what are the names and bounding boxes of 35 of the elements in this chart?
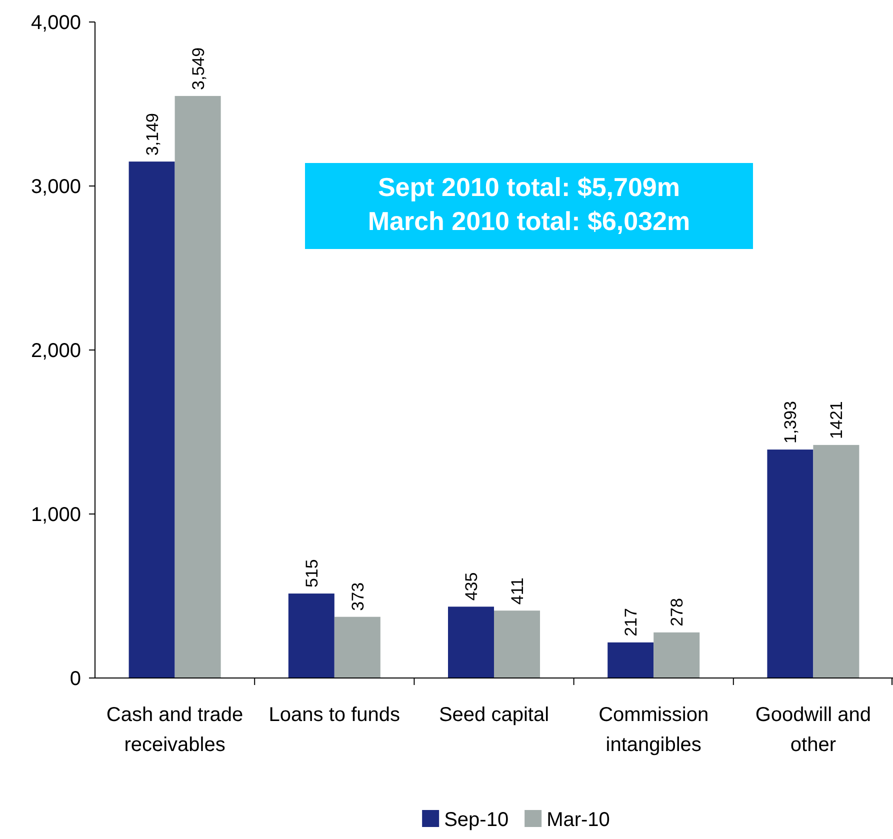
bar: [608, 642, 654, 678]
bar: [494, 610, 540, 678]
data-label: 217: [622, 608, 641, 636]
y-tick-label: 4,000: [30, 12, 81, 34]
x-tick-label: Seed capital: [438, 704, 550, 726]
bar: [288, 594, 334, 678]
data-label: 515: [302, 559, 322, 588]
y-tick-label: 3,000: [30, 176, 81, 198]
totals-box: Sept 2010 total: $5,709m March 2010 total: $6,032m: [305, 163, 753, 249]
x-tick-label: Cash and trade receivables: [106, 704, 244, 756]
bar: [654, 632, 700, 678]
y-tick-label: 2,000: [30, 340, 81, 362]
bar: [334, 616, 380, 678]
data-label: 3,149: [142, 113, 162, 156]
data-label: 373: [348, 582, 368, 611]
data-label: 1421: [827, 401, 846, 439]
data-label: 411: [508, 577, 527, 605]
data-label: 435: [462, 572, 481, 601]
data-label: 278: [668, 598, 687, 626]
x-tick-label: Commission intangibles: [598, 704, 709, 756]
bar: [813, 444, 860, 678]
x-tick-label: Loans to funds: [268, 704, 400, 726]
y-tick-label: 1,000: [30, 504, 81, 526]
x-tick-label: Goodwill and other: [755, 704, 872, 756]
legend-label: Mar-10: [546, 809, 610, 831]
bar: [767, 450, 814, 678]
bar: [448, 606, 494, 678]
data-label: 1,393: [781, 401, 800, 444]
legend-label: Sep-10: [444, 809, 509, 831]
bar: [128, 162, 175, 678]
bar: [174, 96, 221, 678]
data-label: 3,549: [188, 47, 208, 90]
annotation: March 2010 total: $6,032m: [368, 206, 690, 236]
annotation: Sept 2010 total: $5,709m: [378, 172, 680, 202]
y-tick-label: 0: [70, 668, 81, 690]
